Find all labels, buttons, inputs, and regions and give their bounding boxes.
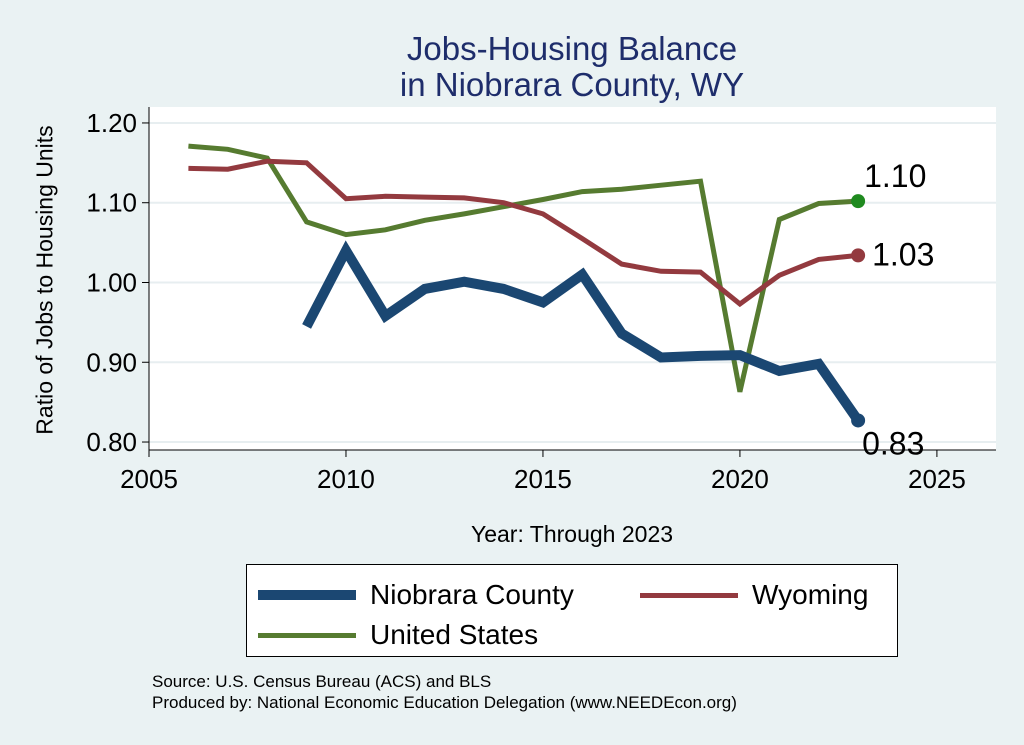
legend-item-united-states: United States — [258, 619, 538, 651]
y-tick-label: 1.00 — [86, 267, 137, 297]
chart-title-line1: Jobs-Housing Balance — [406, 30, 738, 67]
end-point-marker-wyoming — [851, 248, 866, 263]
x-tick-label: 2005 — [120, 464, 178, 494]
legend-item-niobrara: Niobrara County — [258, 579, 574, 611]
legend-label-wyoming: Wyoming — [752, 579, 869, 610]
x-tick-label: 2010 — [317, 464, 375, 494]
end-point-marker-niobrara — [851, 413, 866, 428]
y-tick-label: 0.90 — [86, 347, 137, 377]
series-line-niobrara — [302, 240, 863, 424]
legend-swatch-wyoming — [640, 592, 738, 598]
chart-title-line2: in Niobrara County, WY — [399, 66, 745, 103]
y-axis-title: Ratio of Jobs to Housing Units — [31, 125, 58, 435]
legend-label-united-states: United States — [370, 619, 539, 650]
x-tick-label: 2020 — [711, 464, 769, 494]
end-value-label-united-states: 1.10 — [864, 158, 926, 194]
end-value-label-wyoming: 1.03 — [872, 236, 934, 272]
source-note: Source: U.S. Census Bureau (ACS) and BLS… — [152, 671, 737, 713]
x-tick-label: 2015 — [514, 464, 572, 494]
source-line: Source: U.S. Census Bureau (ACS) and BLS — [152, 672, 492, 691]
y-tick-label: 0.80 — [86, 427, 137, 457]
end-point-marker-united-states — [851, 194, 866, 209]
legend-swatch-niobrara — [258, 590, 356, 600]
producer-line: Produced by: National Economic Education… — [152, 693, 737, 712]
series-line-wyoming — [188, 158, 859, 308]
end-value-label-niobrara: 0.83 — [862, 425, 924, 461]
y-tick-label: 1.10 — [86, 188, 137, 218]
x-tick-label: 2025 — [908, 464, 966, 494]
legend-swatch-united-states — [258, 632, 356, 638]
y-tick-label: 1.20 — [86, 108, 137, 138]
x-axis-title: Year: Through 2023 — [470, 521, 674, 547]
legend: Niobrara County Wyoming United States — [246, 564, 898, 657]
legend-item-wyoming: Wyoming — [640, 579, 868, 611]
legend-label-niobrara: Niobrara County — [370, 579, 574, 610]
